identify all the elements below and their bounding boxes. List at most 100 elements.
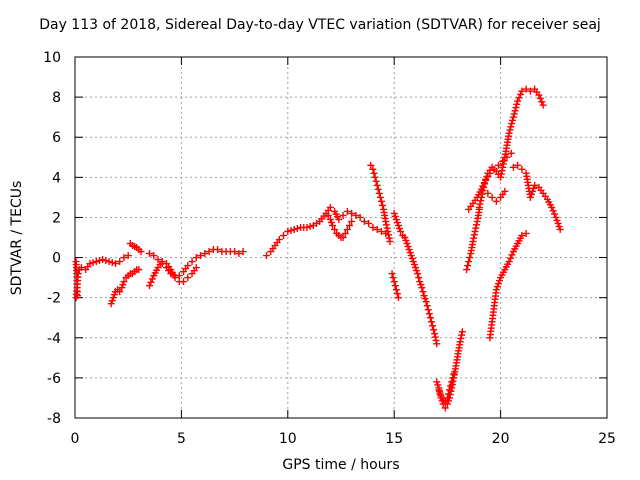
data-point-plus [497, 170, 505, 178]
x-axis-label: GPS time / hours [282, 457, 400, 473]
data-point-plus [538, 98, 546, 106]
data-point-plus [343, 225, 351, 233]
data-point-plus [145, 250, 153, 258]
data-point-plus [518, 231, 526, 239]
data-point-plus [507, 149, 515, 157]
data-point-plus [471, 227, 479, 235]
y-axis-label: SDTVAR / TECUs [9, 180, 25, 296]
data-point-plus [457, 334, 465, 342]
data-point-plus [437, 392, 445, 400]
y-tick-label: 10 [43, 50, 61, 66]
data-point-plus [324, 211, 332, 219]
data-point-plus [328, 221, 336, 229]
data-point-plus [201, 250, 209, 258]
data-point-plus [326, 203, 334, 211]
data-point-plus [470, 234, 478, 242]
data-point-plus [505, 129, 513, 137]
data-point-plus [427, 318, 435, 326]
data-point-plus [356, 213, 364, 221]
data-point-plus [158, 260, 166, 268]
data-point-plus [378, 201, 386, 209]
data-point-plus [522, 85, 530, 93]
data-point-plus [463, 266, 471, 274]
data-point-plus [539, 101, 547, 109]
data-point-plus [446, 386, 454, 394]
data-point-plus [341, 229, 349, 237]
data-point-plus [441, 404, 449, 412]
x-tick-label: 5 [177, 431, 186, 447]
data-point-plus [145, 282, 153, 290]
data-point-plus [516, 90, 524, 98]
data-point-plus [184, 262, 192, 270]
data-point-plus [348, 209, 356, 217]
data-point-plus [373, 225, 381, 233]
data-point-plus [418, 284, 426, 292]
data-point-plus [497, 173, 505, 181]
data-point-plus [431, 330, 439, 338]
data-point-plus [458, 331, 466, 339]
data-point-plus [477, 197, 485, 205]
data-point-plus [508, 120, 516, 128]
data-point-plus [466, 254, 474, 262]
data-point-plus [388, 270, 396, 278]
y-tick-label: -4 [47, 331, 61, 347]
data-point-plus [536, 94, 544, 102]
data-point-plus [205, 248, 213, 256]
data-point-plus [479, 187, 487, 195]
data-point-plus [120, 278, 128, 286]
data-point-plus [518, 165, 526, 173]
data-point-plus [481, 180, 489, 188]
data-point-plus [116, 258, 124, 266]
data-point-plus [74, 292, 82, 300]
data-point-plus [492, 197, 500, 205]
data-point-plus [482, 176, 490, 184]
data-point-plus [509, 163, 517, 171]
data-point-plus [371, 173, 379, 181]
x-tick-label: 20 [492, 431, 510, 447]
data-point-plus [432, 336, 440, 344]
data-point-plus [105, 258, 113, 266]
data-point-plus [339, 234, 347, 241]
data-point-plus [386, 238, 394, 246]
y-tick-label: 4 [52, 170, 61, 186]
data-point-plus [184, 274, 192, 282]
data-point-plus [124, 252, 132, 260]
data-point-plus [192, 254, 200, 262]
data-point-plus [365, 219, 373, 227]
data-point-plus [275, 236, 283, 244]
data-point-plus [192, 264, 200, 272]
data-point-plus [376, 193, 384, 201]
data-point-plus [548, 203, 556, 211]
data-point-plus [426, 314, 434, 322]
data-point-plus [92, 258, 100, 266]
data-point-plus [389, 274, 397, 282]
data-points [72, 85, 564, 412]
data-point-plus [377, 227, 385, 235]
data-point-plus [507, 123, 515, 131]
data-point-plus [509, 113, 517, 121]
x-tick-label: 15 [385, 431, 403, 447]
data-point-plus [383, 224, 391, 232]
data-point-plus [522, 229, 530, 237]
data-point-plus [514, 161, 522, 169]
data-point-plus [89, 259, 97, 267]
grid-lines [75, 57, 607, 418]
data-point-plus [239, 248, 247, 256]
data-point-plus [367, 161, 375, 169]
data-point-plus [472, 221, 480, 229]
data-point-plus [148, 275, 156, 283]
data-point-plus [392, 286, 400, 294]
data-point-plus [506, 126, 514, 134]
data-point-plus [507, 254, 515, 262]
data-point-plus [518, 87, 526, 95]
data-point-plus [494, 161, 502, 169]
data-point-plus [498, 167, 506, 175]
data-point-plus [476, 200, 484, 208]
data-point-plus [535, 91, 543, 99]
data-point-plus [167, 270, 175, 278]
data-point-plus [369, 223, 377, 231]
data-point-plus [339, 211, 347, 219]
data-point-plus [510, 110, 518, 118]
data-point-plus [99, 256, 107, 264]
